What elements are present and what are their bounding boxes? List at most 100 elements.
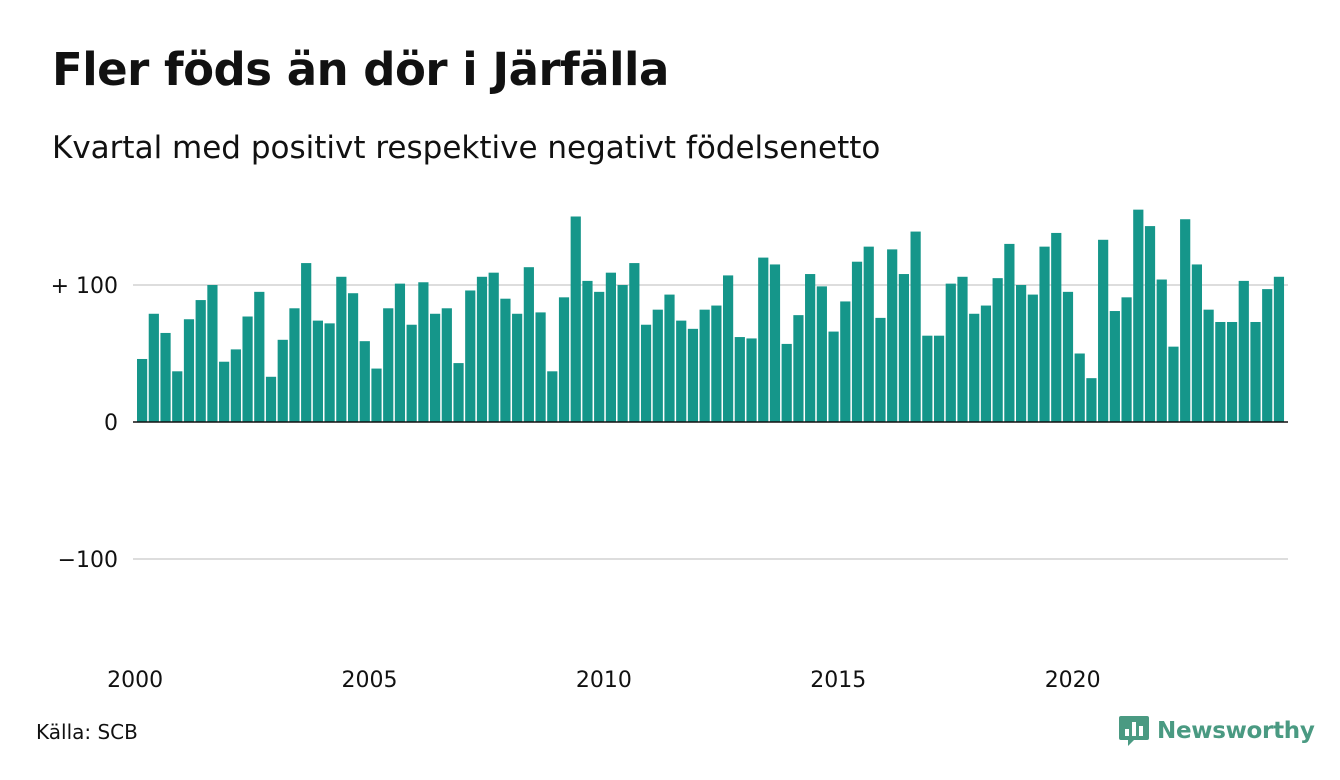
bar-51 — [734, 337, 745, 422]
bar-21 — [383, 308, 394, 422]
gridlines — [133, 284, 1288, 560]
bar-37 — [570, 216, 581, 422]
bar-58 — [816, 286, 827, 422]
bar-42 — [629, 263, 640, 422]
bar-25 — [430, 313, 441, 422]
bar-57 — [805, 274, 816, 422]
bar-20 — [371, 368, 382, 422]
bars — [137, 209, 1285, 422]
bar-78 — [1051, 232, 1062, 422]
x-tick-label-2000: 2000 — [107, 668, 163, 693]
y-tick-label-1: 0 — [104, 411, 118, 436]
bar-14 — [301, 263, 312, 422]
bar-62 — [863, 246, 874, 422]
bar-82 — [1098, 239, 1109, 422]
bar-49 — [711, 305, 722, 422]
bar-67 — [922, 335, 933, 422]
bar-23 — [406, 324, 417, 422]
bar-46 — [676, 320, 687, 422]
bar-15 — [312, 320, 323, 422]
bar-44 — [652, 309, 663, 422]
bar-76 — [1027, 294, 1038, 422]
bar-52 — [746, 338, 757, 422]
y-tick-label-2: −100 — [58, 548, 118, 573]
bar-19 — [359, 341, 370, 422]
bar-75 — [1016, 285, 1027, 422]
bar-90 — [1191, 264, 1202, 422]
bar-31 — [500, 298, 511, 422]
bar-8 — [230, 349, 241, 422]
chart-subtitle: Kvartal med positivt respektive negativt… — [52, 130, 881, 166]
bar-65 — [898, 274, 909, 422]
bar-95 — [1250, 321, 1261, 422]
bar-77 — [1039, 246, 1050, 422]
bar-61 — [851, 261, 863, 422]
bar-55 — [781, 343, 792, 422]
bar-29 — [476, 276, 488, 422]
bar-9 — [242, 316, 253, 422]
source-note: Källa: SCB — [36, 720, 138, 744]
bar-84 — [1121, 297, 1132, 422]
bar-4 — [183, 319, 195, 422]
bar-0 — [137, 358, 148, 422]
newsworthy-logo[interactable]: Newsworthy — [1118, 713, 1315, 749]
bar-81 — [1086, 378, 1097, 422]
bar-70 — [957, 276, 968, 422]
bar-34 — [535, 312, 546, 422]
bar-69 — [945, 283, 956, 422]
bar-64 — [887, 249, 898, 422]
bar-39 — [594, 291, 605, 422]
bar-93 — [1226, 321, 1238, 422]
bar-36 — [558, 297, 570, 422]
bar-16 — [324, 323, 335, 422]
x-axis-labels: 2000 2005 2010 2015 2020 — [107, 668, 1101, 693]
bar-85 — [1133, 209, 1144, 422]
bar-27 — [453, 363, 464, 422]
bar-86 — [1144, 226, 1156, 422]
bar-22 — [394, 283, 406, 422]
bar-72 — [980, 305, 992, 422]
bar-50 — [723, 275, 734, 422]
bar-24 — [418, 282, 429, 422]
bar-59 — [828, 331, 839, 422]
bar-74 — [1004, 243, 1015, 422]
bar-94 — [1238, 280, 1249, 422]
x-tick-label-2020: 2020 — [1045, 668, 1101, 693]
bar-60 — [840, 301, 851, 422]
bar-68 — [933, 335, 945, 422]
bar-18 — [347, 293, 359, 422]
bar-91 — [1203, 309, 1214, 422]
y-tick-label-0: + 100 — [51, 274, 118, 299]
bar-11 — [265, 376, 277, 422]
bar-47 — [687, 328, 699, 422]
newsworthy-logo-icon — [1119, 716, 1149, 746]
bar-56 — [793, 315, 804, 422]
bar-3 — [172, 371, 183, 422]
bar-79 — [1062, 291, 1074, 422]
x-tick-label-2005: 2005 — [342, 668, 398, 693]
bar-26 — [441, 308, 452, 422]
bar-54 — [769, 264, 781, 422]
bar-80 — [1074, 353, 1085, 422]
bar-13 — [289, 308, 300, 422]
bar-45 — [664, 294, 675, 422]
x-tick-label-2010: 2010 — [576, 668, 632, 693]
bar-2 — [160, 332, 171, 422]
bar-88 — [1168, 346, 1179, 422]
bar-66 — [910, 231, 921, 422]
newsworthy-logo-text: Newsworthy — [1157, 718, 1315, 744]
bar-41 — [617, 285, 628, 422]
bar-40 — [605, 272, 616, 422]
bar-12 — [277, 339, 288, 422]
x-tick-label-2015: 2015 — [810, 668, 866, 693]
bar-89 — [1180, 219, 1191, 422]
bar-33 — [523, 267, 534, 422]
bar-6 — [207, 285, 218, 422]
bar-48 — [699, 309, 710, 422]
bar-5 — [195, 300, 206, 422]
bar-97 — [1273, 276, 1285, 422]
bar-73 — [992, 278, 1003, 422]
bar-43 — [640, 324, 652, 422]
bar-63 — [875, 317, 886, 422]
